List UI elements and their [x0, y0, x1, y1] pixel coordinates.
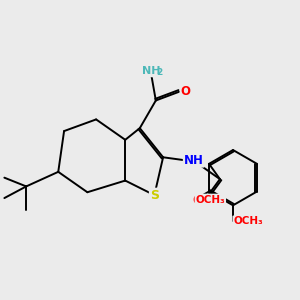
- Text: S: S: [150, 189, 159, 202]
- Text: 2: 2: [157, 68, 163, 77]
- Text: NH: NH: [142, 66, 161, 76]
- Text: O: O: [193, 194, 202, 208]
- Text: OCH₃: OCH₃: [233, 216, 263, 226]
- Text: NH: NH: [184, 154, 204, 167]
- Text: OCH₃: OCH₃: [195, 194, 225, 205]
- Text: O: O: [181, 85, 190, 98]
